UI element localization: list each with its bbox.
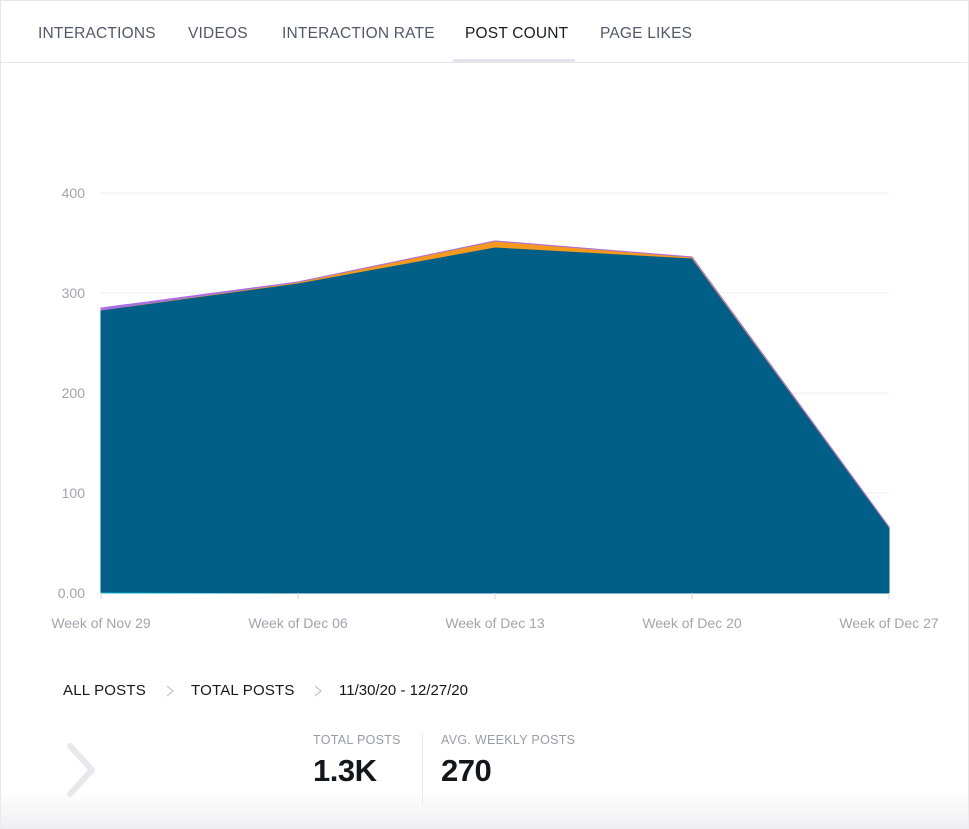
x-tick-label: Week of Dec 27 (839, 615, 939, 631)
y-tick-label: 400 (62, 185, 86, 201)
stat-avg-weekly-posts-value: 270 (441, 753, 492, 788)
breadcrumb-date-range: 11/30/20 - 12/27/20 (339, 682, 468, 699)
chevron-right-icon (166, 685, 175, 697)
chevron-right-icon (314, 685, 323, 697)
chevron-right-icon[interactable] (62, 742, 102, 798)
stat-total-posts-value: 1.3K (313, 753, 377, 788)
tab-videos[interactable]: VIDEOS (188, 25, 248, 42)
breadcrumb: ALL POSTS TOTAL POSTS 11/30/20 - 12/27/2… (0, 678, 969, 704)
x-tick-label: Week of Dec 06 (248, 615, 348, 631)
y-tick-label: 100 (62, 485, 86, 501)
y-tick-label: 0.00 (58, 585, 85, 601)
y-tick-label: 200 (62, 385, 86, 401)
breadcrumb-all-posts[interactable]: ALL POSTS (63, 682, 146, 699)
tab-interaction-rate[interactable]: INTERACTION RATE (282, 25, 435, 42)
breadcrumb-total-posts[interactable]: TOTAL POSTS (191, 682, 295, 699)
x-tick-label: Week of Dec 20 (642, 615, 742, 631)
tab-interactions[interactable]: INTERACTIONS (38, 25, 156, 42)
y-axis: 0.00 100 200 300 400 (58, 185, 85, 601)
active-tab-indicator (453, 59, 575, 62)
area-series-3[interactable] (100, 240, 890, 528)
stat-avg-weekly-posts: AVG. WEEKLY POSTS 270 (441, 733, 575, 789)
bottom-fade (0, 790, 969, 829)
stat-total-posts-label: TOTAL POSTS (313, 733, 401, 747)
metric-tabs: INTERACTIONS VIDEOS INTERACTION RATE POS… (0, 0, 967, 63)
post-count-area-chart: 0.00 100 200 300 400 Week of Nov 29 Week of D… (51, 185, 939, 631)
stat-divider (422, 733, 423, 805)
x-axis: Week of Nov 29 Week of Dec 06 Week of Dec … (51, 593, 939, 631)
tab-page-likes[interactable]: PAGE LIKES (600, 25, 693, 42)
y-tick-label: 300 (62, 285, 86, 301)
area-series-1[interactable] (100, 246, 890, 594)
chart-areas (100, 240, 890, 594)
stat-total-posts: TOTAL POSTS 1.3K (313, 733, 401, 789)
x-tick-label: Week of Dec 13 (445, 615, 545, 631)
x-tick-label: Week of Nov 29 (51, 615, 151, 631)
stat-avg-weekly-posts-label: AVG. WEEKLY POSTS (441, 733, 576, 747)
tab-post-count[interactable]: POST COUNT (465, 25, 569, 42)
